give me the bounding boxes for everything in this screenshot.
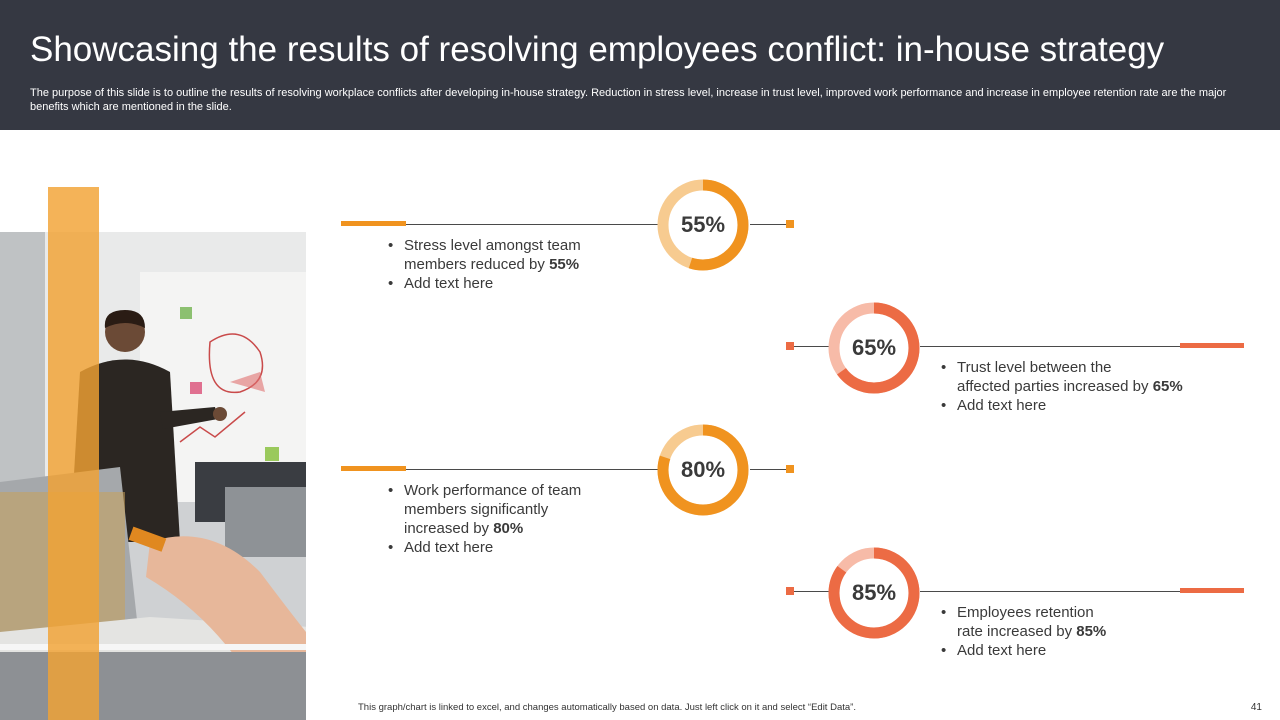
- end-marker: [786, 220, 794, 228]
- accent-line: [341, 466, 406, 471]
- end-marker: [786, 465, 794, 473]
- connector-line: [750, 469, 786, 470]
- donut-arc: [657, 179, 749, 271]
- bullet-item: Add text here: [939, 641, 1229, 660]
- orange-accent-bar: [48, 187, 99, 720]
- connector-line: [406, 469, 658, 470]
- end-marker: [786, 342, 794, 350]
- accent-line: [341, 221, 406, 226]
- bullet-item: Add text here: [386, 274, 616, 293]
- footer-note: This graph/chart is linked to excel, and…: [358, 702, 856, 713]
- donut-chart: 65%: [826, 300, 922, 396]
- accent-line: [1180, 343, 1244, 348]
- percent-label: 55%: [680, 212, 726, 237]
- header-band: Showcasing the results of resolving empl…: [0, 0, 1280, 130]
- slide-title: Showcasing the results of resolving empl…: [30, 30, 1165, 69]
- donut-arc: [828, 547, 920, 639]
- accent-line: [1180, 588, 1244, 593]
- connector-line: [794, 591, 830, 592]
- connector-line: [920, 346, 1180, 347]
- percent-label: 80%: [680, 457, 726, 482]
- page-number: 41: [1250, 702, 1262, 713]
- connector-line: [920, 591, 1180, 592]
- bullet-item: Add text here: [939, 396, 1229, 415]
- connector-line: [750, 224, 786, 225]
- office-photo: [0, 232, 306, 720]
- slide-subtitle: The purpose of this slide is to outline …: [30, 87, 1227, 113]
- end-marker: [786, 587, 794, 595]
- percent-label: 65%: [851, 335, 897, 360]
- donut-chart: 85%: [826, 545, 922, 641]
- percent-label: 85%: [851, 580, 897, 605]
- donut-chart: 80%: [655, 422, 751, 518]
- donut-chart: 55%: [655, 177, 751, 273]
- donut-arc: [828, 302, 920, 394]
- donut-arc: [657, 424, 749, 516]
- connector-line: [794, 346, 830, 347]
- bullet-item: Add text here: [386, 538, 616, 557]
- connector-line: [406, 224, 658, 225]
